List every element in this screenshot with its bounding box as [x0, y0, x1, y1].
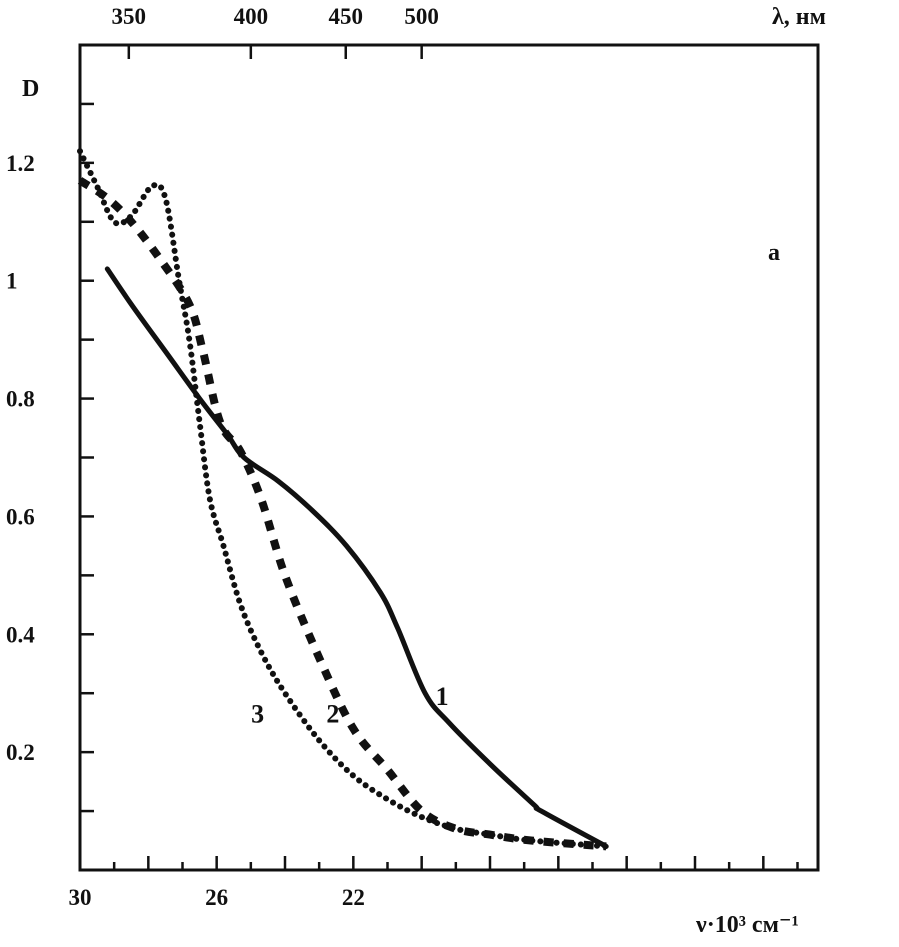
y-tick-label: 1	[6, 269, 18, 294]
y-tick-label: 0.6	[6, 504, 35, 529]
x-top-axis-title: λ, нм	[772, 4, 826, 30]
y-tick-label: 0.4	[6, 622, 35, 647]
y-tick-label: 0.2	[6, 740, 35, 765]
x-top-tick-label: 350	[112, 4, 147, 29]
series-layer	[77, 148, 610, 851]
curve-labels: 1 2 3	[251, 682, 449, 729]
plot-frame	[78, 43, 820, 872]
curve-label-3: 3	[251, 700, 264, 729]
series-3-line	[77, 148, 610, 850]
x-bottom-tick-label: 22	[342, 885, 365, 910]
y-axis-title: D	[22, 76, 39, 102]
panel-label: а	[768, 240, 780, 266]
x-bottom-tick-label: 26	[205, 885, 228, 910]
curve-label-1: 1	[436, 682, 449, 711]
x-top-tick-label: 400	[234, 4, 269, 29]
x-top-tick-label: 500	[404, 4, 439, 29]
series-2-line	[77, 177, 607, 851]
series-1-line	[104, 266, 609, 849]
curve-label-2: 2	[326, 700, 339, 729]
x-bottom-axis-title: ν·10³ см⁻¹	[695, 912, 799, 938]
x-bottom-axis-ticks: 30 26 22	[69, 856, 799, 910]
x-bottom-tick-label: 30	[69, 885, 92, 910]
y-axis-ticks: 0.2 0.4 0.6 0.8 1 1.2	[6, 102, 94, 813]
x-top-tick-label: 450	[328, 4, 363, 29]
x-top-axis-ticks: 350 400 450 500	[112, 4, 439, 59]
y-tick-label: 0.8	[6, 387, 35, 412]
y-tick-label: 1.2	[6, 151, 35, 176]
